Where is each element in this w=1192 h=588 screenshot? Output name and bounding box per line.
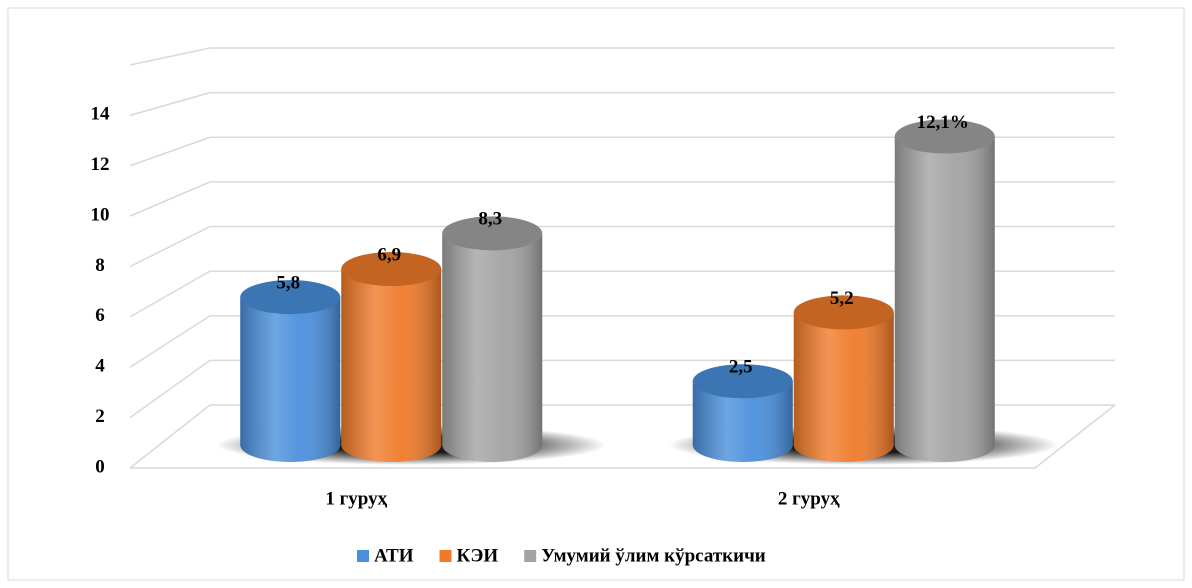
legend-swatch <box>439 550 452 562</box>
cylinder-top <box>692 364 793 399</box>
value-label: 8,3 <box>478 209 502 230</box>
cylinder-top <box>240 280 341 315</box>
cylinder-top-shade <box>692 364 793 399</box>
value-label: 12,1% <box>917 112 969 133</box>
cylinder-top <box>341 252 442 287</box>
grid-line <box>129 225 211 268</box>
x-tick-label: 2 гуруҳ <box>778 488 840 509</box>
cylinder-shade <box>442 233 543 462</box>
cylinder-top <box>894 119 995 154</box>
value-label: 5,8 <box>276 272 300 293</box>
cylinder-shade <box>341 269 442 462</box>
value-label: 5,2 <box>830 288 854 309</box>
legend-label: АТИ <box>374 545 414 566</box>
value-label: 6,9 <box>377 244 401 265</box>
legend-swatch <box>524 550 537 562</box>
grid-line <box>129 136 211 167</box>
legend-label: КЭИ <box>457 545 499 566</box>
grid-line <box>129 47 211 66</box>
y-tick-label: 6 <box>95 305 105 326</box>
y-tick-label: 2 <box>95 406 105 427</box>
grid-line <box>129 404 211 469</box>
y-tick-label: 8 <box>95 255 105 276</box>
cylinder-top-shade <box>341 252 442 287</box>
grid-line <box>129 270 211 318</box>
cylinder-shade <box>793 312 894 462</box>
cylinder-top <box>442 216 543 251</box>
cylinder-top-shade <box>793 295 894 330</box>
y-tick-label: 14 <box>91 104 111 125</box>
grid-line <box>129 91 211 117</box>
cylinder-shade <box>692 381 793 462</box>
cylinder-top-shade <box>240 280 341 315</box>
cylinder-shade <box>894 136 995 462</box>
grid-line <box>129 359 211 419</box>
y-tick-label: 10 <box>91 204 110 225</box>
legend-label: Умумий ўлим кўрсаткичи <box>541 545 766 566</box>
value-label: 2,5 <box>729 357 753 378</box>
chart-frame <box>7 7 1185 581</box>
x-tick-label: 1 гуруҳ <box>325 488 387 509</box>
floor-edge <box>1034 404 1116 469</box>
cylinder-top-shade <box>442 216 543 251</box>
cylinder-shade <box>240 297 341 462</box>
legend-swatch <box>357 550 369 562</box>
y-tick-label: 12 <box>91 154 110 175</box>
grid-line <box>129 181 211 217</box>
y-tick-label: 4 <box>95 356 105 377</box>
grid-line <box>129 315 211 368</box>
cylinder-top <box>793 295 894 330</box>
cylinder-top-shade <box>894 119 995 154</box>
y-tick-label: 0 <box>95 456 105 477</box>
